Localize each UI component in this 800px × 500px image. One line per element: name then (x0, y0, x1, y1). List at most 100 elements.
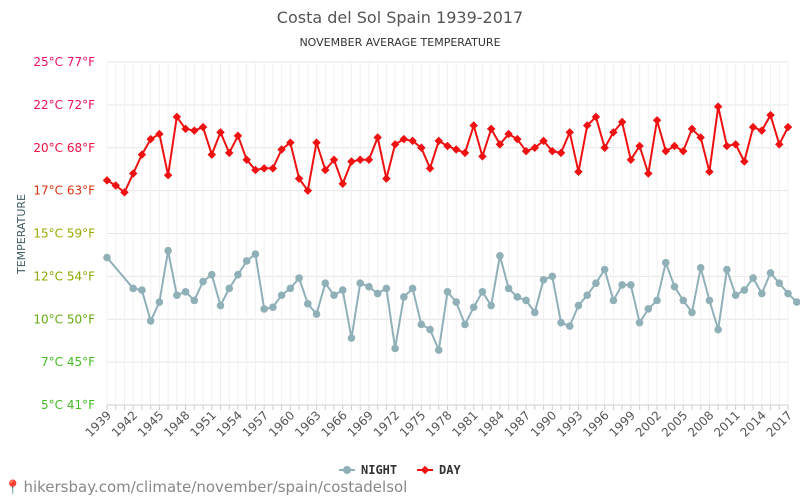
night-data-point (103, 253, 111, 262)
night-data-point (487, 301, 495, 310)
night-data-point (225, 284, 234, 293)
night-data-point (269, 303, 277, 312)
night-data-point (513, 293, 522, 301)
x-tick-label: 1987 (502, 408, 533, 439)
day-data-point (268, 164, 278, 173)
night-data-point (583, 291, 591, 300)
night-data-point (548, 272, 557, 281)
night-data-point (574, 301, 583, 310)
day-data-point (172, 112, 182, 122)
day-data-point (600, 143, 609, 152)
night-data-point (775, 279, 784, 288)
night-data-point (173, 291, 181, 300)
day-data-point (216, 128, 225, 137)
night-data-point (740, 286, 749, 294)
night-data-point (216, 301, 225, 310)
night-data-point (758, 289, 766, 298)
day-data-point (233, 131, 243, 140)
y-tick-label: 17°C 63°F (33, 184, 95, 198)
night-data-point (461, 320, 469, 329)
night-data-point (653, 296, 661, 305)
night-data-point (286, 284, 295, 293)
night-data-point (539, 276, 548, 284)
night-data-point (696, 264, 705, 272)
x-axis-ticks (106, 405, 789, 410)
day-data-point (652, 116, 662, 125)
day-data-point (382, 174, 391, 183)
night-data-point (592, 279, 600, 288)
day-data-point (748, 122, 758, 132)
x-tick-label: 2017 (764, 408, 795, 439)
day-data-point (355, 155, 365, 164)
x-tick-label: 1993 (554, 408, 585, 439)
x-tick-label: 1954 (214, 408, 245, 439)
night-data-point (304, 300, 312, 308)
source-url[interactable]: hikersbay.com/climate/november/spain/cos… (23, 478, 408, 496)
night-data-point (565, 322, 574, 330)
day-data-point (181, 124, 190, 134)
night-data-point (749, 274, 757, 282)
day-data-point (224, 148, 234, 158)
legend-item-night[interactable]: NIGHT (339, 463, 397, 477)
y-tick-label: 7°C 45°F (41, 355, 95, 369)
y-tick-label: 10°C 50°F (33, 312, 95, 326)
day-data-point (783, 122, 793, 132)
day-data-point (713, 102, 723, 111)
day-data-point (495, 140, 505, 149)
night-data-point (330, 291, 338, 300)
day-data-point (321, 165, 330, 175)
night-data-point (452, 298, 461, 306)
day-data-point (722, 141, 732, 151)
night-data-point (347, 334, 356, 342)
night-data-point (382, 284, 391, 293)
day-data-point (163, 170, 173, 180)
night-data-point (557, 318, 565, 327)
x-tick-label: 1990 (528, 408, 559, 439)
day-data-point (329, 155, 339, 164)
night-data-point (356, 279, 364, 288)
night-data-point (251, 250, 260, 258)
day-data-point (128, 169, 138, 178)
night-data-point (365, 282, 373, 291)
x-tick-label: 1972 (371, 408, 402, 439)
night-data-point (155, 298, 164, 306)
night-data-point (635, 318, 644, 327)
day-data-point (565, 128, 574, 137)
legend-item-day[interactable]: DAY (417, 463, 461, 477)
night-data-point (199, 277, 207, 286)
night-data-point (784, 289, 792, 298)
y-axis-labels: 5°C 41°F 7°C 45°F 10°C 50°F 12°C 54°F 15°C 5… (33, 55, 95, 412)
day-data-point (251, 165, 260, 175)
legend[interactable]: NIGHT DAY (339, 463, 461, 477)
x-tick-label: 1957 (240, 408, 271, 439)
night-data-point (400, 293, 408, 301)
night-data-point (295, 274, 303, 282)
x-tick-label: 1945 (135, 408, 166, 439)
night-data-point (426, 325, 434, 334)
night-data-point (207, 270, 216, 279)
night-data-point (714, 325, 722, 334)
day-data-point (120, 188, 129, 197)
day-data-point (443, 141, 452, 151)
day-data-point (504, 129, 513, 139)
day-data-point (312, 138, 321, 147)
x-tick-label: 1963 (292, 408, 323, 439)
day-data-point (469, 121, 478, 130)
night-data-point (496, 251, 504, 260)
source-footer[interactable]: 📍 hikersbay.com/climate/november/spain/co… (4, 478, 407, 496)
day-data-point (242, 155, 251, 164)
legend-night-label: NIGHT (361, 463, 397, 477)
x-tick-label: 1939 (83, 408, 114, 439)
night-data-point (627, 281, 635, 289)
day-data-point (574, 167, 583, 177)
legend-night-marker (343, 466, 351, 474)
legend-day-marker (420, 465, 430, 475)
x-tick-label: 1951 (187, 408, 218, 439)
y-tick-label: 12°C 54°F (33, 269, 95, 283)
day-data-point (766, 110, 775, 120)
day-data-point (408, 136, 417, 146)
day-data-point (478, 152, 487, 161)
night-data-point (478, 288, 487, 296)
night-data-point (391, 344, 399, 353)
